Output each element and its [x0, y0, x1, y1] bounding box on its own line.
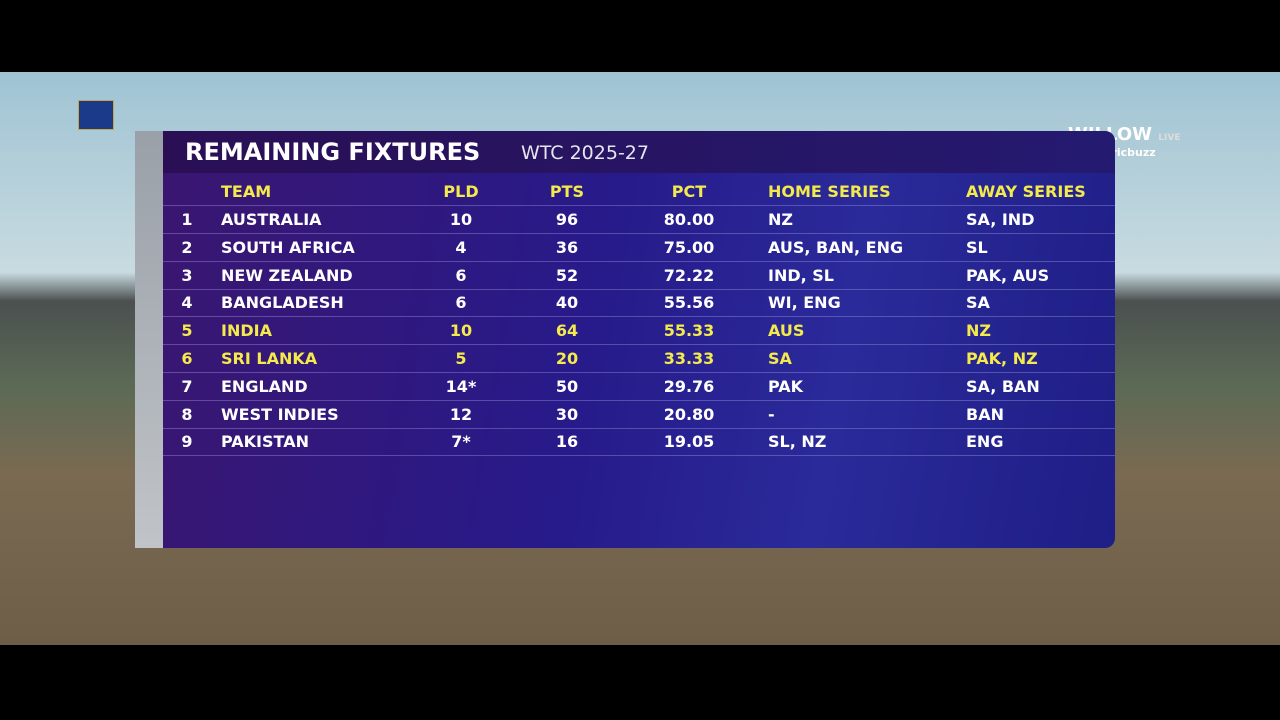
table-cell: 96 — [555, 210, 579, 229]
table-cell: BAN — [966, 404, 1004, 424]
column-header: AWAY SERIES — [966, 182, 1086, 201]
table-cell: 4 — [181, 293, 193, 313]
table-cell: 19.05 — [663, 432, 715, 452]
table-cell: 29.76 — [663, 376, 715, 396]
row-divider — [163, 344, 1115, 346]
table-cell: 7 — [181, 376, 193, 396]
table-cell: 33.33 — [663, 349, 715, 368]
column-header: TEAM — [221, 182, 272, 201]
table-cell: 14* — [445, 376, 477, 396]
table-cell: NZ — [966, 321, 991, 341]
row-divider — [163, 205, 1115, 206]
table-cell: SL — [966, 237, 988, 257]
table-cell: 80.00 — [663, 210, 715, 229]
team-name: NEW ZEALAND — [221, 265, 353, 285]
row-divider — [163, 399, 1115, 401]
table-cell: PAK — [768, 376, 804, 396]
table-cell: 12 — [449, 404, 473, 424]
table-cell: 75.00 — [663, 237, 715, 257]
table-cell: 10 — [449, 210, 473, 229]
table-cell: WI, ENG — [768, 293, 841, 313]
table-cell: 3 — [181, 265, 193, 285]
table-cell: 2 — [181, 237, 193, 257]
table-cell: 9 — [181, 432, 193, 452]
table-cell: NZ — [768, 210, 793, 229]
column-header: PTS — [549, 182, 585, 201]
table-cell: SA, IND — [966, 210, 1035, 229]
table-cell: 30 — [555, 404, 579, 424]
table-cell: 7* — [451, 432, 471, 452]
broadcaster-tag: LIVE — [1158, 133, 1181, 143]
table-cell: 4 — [455, 237, 467, 257]
title: REMAINING FIXTURES — [185, 138, 481, 166]
subtitle: WTC 2025-27 — [521, 142, 649, 164]
row-divider — [163, 455, 1115, 457]
table-cell: 5 — [181, 321, 193, 341]
row-divider — [163, 316, 1115, 318]
table-cell: 10 — [449, 321, 473, 341]
board-logo — [78, 100, 114, 130]
header-bar — [163, 131, 1115, 173]
team-name: SOUTH AFRICA — [221, 237, 355, 257]
table-cell: 50 — [555, 376, 579, 396]
table-cell: 55.56 — [663, 293, 715, 313]
table-cell: - — [768, 404, 775, 424]
table-cell: SA — [768, 349, 792, 368]
standings-table: TEAM PLD PTS PCT HOME SERIES AWAY SERIES 1 AUST… — [163, 131, 1115, 548]
table-cell: 6 — [181, 349, 193, 368]
panel-edge — [135, 131, 163, 548]
table-cell: 8 — [181, 404, 193, 424]
row-divider — [163, 233, 1115, 234]
team-name: ENGLAND — [221, 376, 308, 396]
team-name: BANGLADESH — [221, 293, 344, 313]
table-cell: PAK, NZ — [966, 349, 1038, 368]
column-header: PLD — [443, 182, 479, 201]
team-name: SRI LANKA — [221, 349, 318, 368]
table-cell: 20.80 — [663, 404, 715, 424]
table-cell: SA, BAN — [966, 376, 1040, 396]
table-cell: 5 — [455, 349, 467, 368]
table-cell: 20 — [555, 349, 579, 368]
table-cell: 52 — [555, 265, 579, 285]
table-cell: 6 — [455, 293, 467, 313]
table-cell: 16 — [555, 432, 579, 452]
table-cell: IND, SL — [768, 265, 834, 285]
table-cell: 72.22 — [663, 265, 715, 285]
row-divider — [163, 372, 1115, 373]
row-divider — [163, 288, 1115, 290]
fixtures-panel: REMAINING FIXTURES WTC 2025-27 TEAM PLD PT… — [163, 131, 1115, 548]
table-cell: AUS — [768, 321, 805, 341]
table-cell: ENG — [966, 432, 1004, 452]
column-header: PCT — [671, 182, 707, 201]
row-divider — [163, 427, 1115, 429]
row-divider — [163, 260, 1115, 262]
table-cell: SL, NZ — [768, 432, 827, 452]
table-cell: 40 — [555, 293, 579, 313]
table-cell: 1 — [181, 210, 193, 229]
table-cell: PAK, AUS — [966, 265, 1050, 285]
column-header: HOME SERIES — [768, 182, 891, 201]
team-name: INDIA — [221, 321, 272, 341]
table-cell: 64 — [555, 321, 579, 341]
team-name: AUSTRALIA — [221, 210, 322, 229]
table-cell: 6 — [455, 265, 467, 285]
team-name: WEST INDIES — [221, 404, 339, 424]
table-cell: 55.33 — [663, 321, 715, 341]
table-cell: 36 — [555, 237, 579, 257]
table-cell: AUS, BAN, ENG — [768, 237, 904, 257]
team-name: PAKISTAN — [221, 432, 309, 452]
table-cell: SA — [966, 293, 990, 313]
